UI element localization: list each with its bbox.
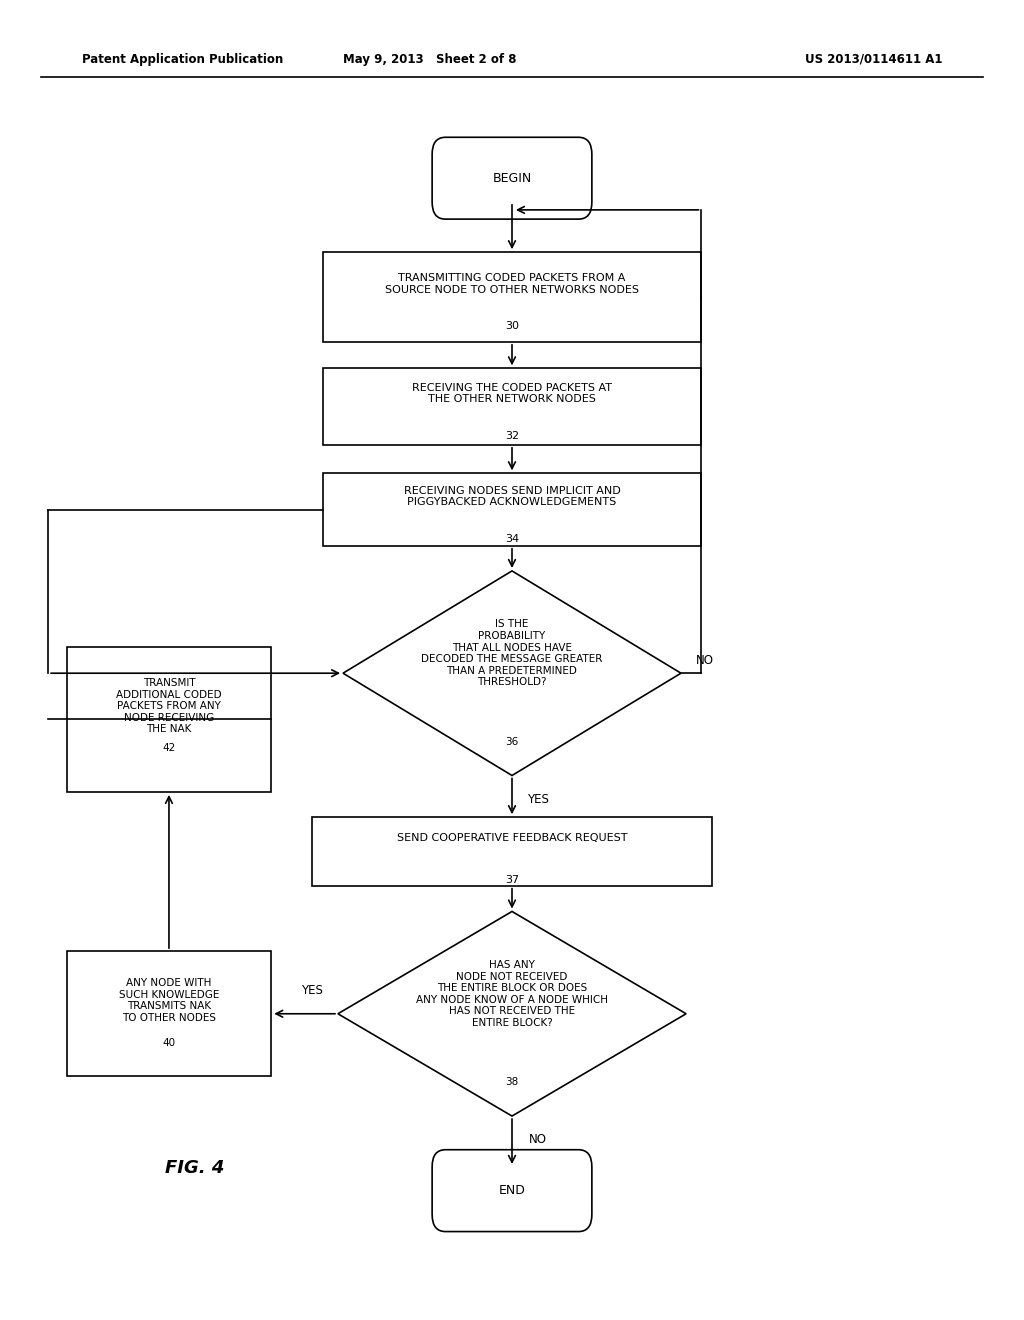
Polygon shape [338, 911, 686, 1115]
Text: 42: 42 [163, 743, 175, 754]
Text: RECEIVING NODES SEND IMPLICIT AND
PIGGYBACKED ACKNOWLEDGEMENTS: RECEIVING NODES SEND IMPLICIT AND PIGGYB… [403, 486, 621, 507]
Text: Patent Application Publication: Patent Application Publication [82, 53, 284, 66]
Text: US 2013/0114611 A1: US 2013/0114611 A1 [805, 53, 942, 66]
Polygon shape [343, 570, 681, 776]
Bar [323, 252, 701, 342]
Text: ANY NODE WITH
SUCH KNOWLEDGE
TRANSMITS NAK
TO OTHER NODES: ANY NODE WITH SUCH KNOWLEDGE TRANSMITS N… [119, 978, 219, 1023]
Text: TRANSMIT
ADDITIONAL CODED
PACKETS FROM ANY
NODE RECEIVING
THE NAK: TRANSMIT ADDITIONAL CODED PACKETS FROM A… [116, 678, 222, 734]
Bar [67, 647, 271, 792]
Text: SEND COOPERATIVE FEEDBACK REQUEST: SEND COOPERATIVE FEEDBACK REQUEST [396, 833, 628, 843]
Text: NO: NO [696, 653, 715, 667]
Bar [67, 950, 271, 1077]
Text: 38: 38 [506, 1077, 518, 1088]
Text: 34: 34 [505, 533, 519, 544]
Bar [323, 473, 701, 546]
Text: RECEIVING THE CODED PACKETS AT
THE OTHER NETWORK NODES: RECEIVING THE CODED PACKETS AT THE OTHER… [412, 383, 612, 404]
Bar [323, 368, 701, 445]
Text: YES: YES [301, 983, 323, 997]
Text: BEGIN: BEGIN [493, 172, 531, 185]
Text: IS THE
PROBABILITY
THAT ALL NODES HAVE
DECODED THE MESSAGE GREATER
THAN A PREDET: IS THE PROBABILITY THAT ALL NODES HAVE D… [421, 619, 603, 688]
Text: HAS ANY
NODE NOT RECEIVED
THE ENTIRE BLOCK OR DOES
ANY NODE KNOW OF A NODE WHICH: HAS ANY NODE NOT RECEIVED THE ENTIRE BLO… [416, 960, 608, 1028]
Text: 32: 32 [505, 430, 519, 441]
Text: END: END [499, 1184, 525, 1197]
Text: FIG. 4: FIG. 4 [165, 1159, 224, 1177]
Text: YES: YES [526, 793, 549, 805]
FancyBboxPatch shape [432, 137, 592, 219]
Bar [312, 817, 712, 886]
Text: 40: 40 [163, 1038, 175, 1048]
FancyBboxPatch shape [432, 1150, 592, 1232]
Text: 36: 36 [506, 737, 518, 747]
Text: NO: NO [528, 1134, 547, 1146]
Text: 30: 30 [505, 321, 519, 331]
Text: May 9, 2013   Sheet 2 of 8: May 9, 2013 Sheet 2 of 8 [343, 53, 517, 66]
Text: 37: 37 [505, 875, 519, 886]
Text: TRANSMITTING CODED PACKETS FROM A
SOURCE NODE TO OTHER NETWORKS NODES: TRANSMITTING CODED PACKETS FROM A SOURCE… [385, 273, 639, 294]
